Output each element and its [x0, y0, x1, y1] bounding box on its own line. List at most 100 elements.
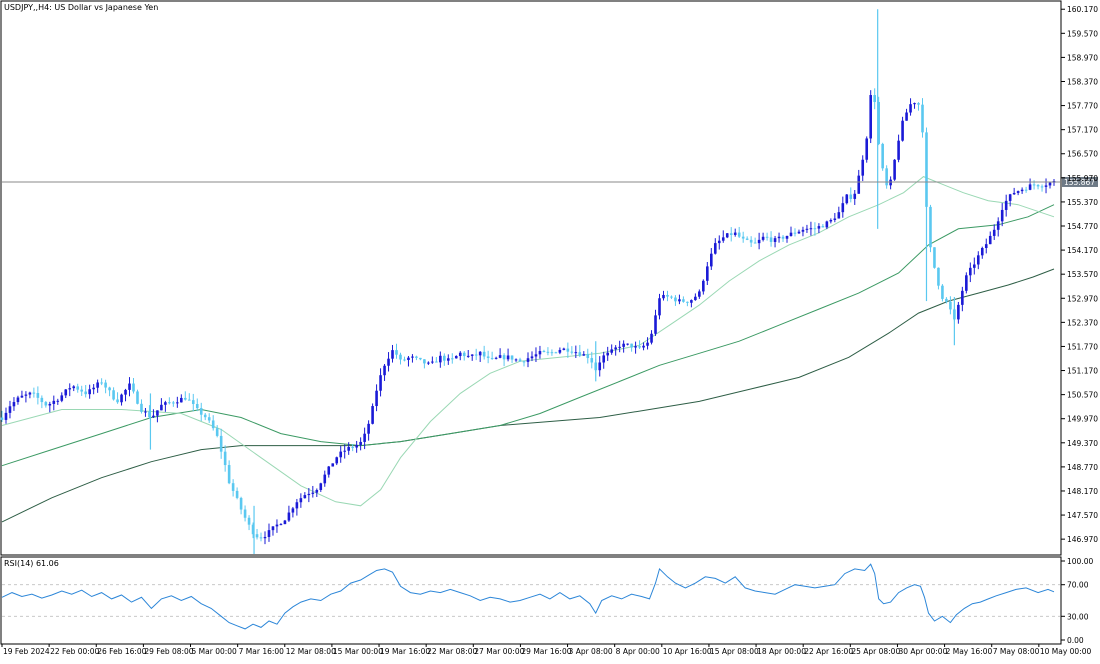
candle-body: [961, 290, 964, 305]
candle-body: [817, 226, 821, 229]
candle-body: [550, 352, 554, 354]
candle-body: [733, 232, 737, 235]
candle-body: [650, 333, 653, 343]
candle-body: [729, 233, 733, 235]
candle-body: [542, 351, 546, 353]
candle-body: [419, 357, 422, 360]
y-tick-label: 156.570: [1067, 150, 1098, 159]
x-tick-label: 7 Mar 16:00: [239, 647, 285, 656]
candle-body: [203, 414, 207, 418]
candle-body: [526, 358, 530, 362]
candle-body: [359, 441, 362, 446]
candle-body: [24, 394, 28, 396]
y-tick-label: 152.970: [1067, 294, 1098, 303]
candle-body: [454, 356, 458, 359]
candle-body: [893, 159, 896, 180]
candle-body: [315, 489, 319, 493]
candle-body: [630, 343, 633, 348]
candle-body: [474, 354, 478, 356]
rsi-tick-label: 30.00: [1067, 612, 1089, 621]
candle-body: [638, 346, 641, 348]
candle-body: [176, 402, 179, 404]
y-tick-label: 154.770: [1067, 222, 1098, 231]
candle-body: [566, 348, 570, 352]
candle-body: [682, 299, 685, 302]
y-tick-label: 153.570: [1067, 270, 1098, 279]
candle-body: [702, 280, 705, 292]
candle-body: [698, 291, 701, 297]
candle-body: [745, 238, 749, 240]
candle-body: [992, 229, 996, 236]
candle-body: [407, 357, 410, 361]
y-tick-label: 146.970: [1067, 535, 1098, 544]
rsi-series: 100.00 70.00 30.00 0.00: [1, 557, 1093, 645]
price-axis: 160.170 159.570 158.970 158.370 157.770 157.1…: [1061, 5, 1098, 544]
candle-body: [172, 402, 175, 404]
candle-body: [622, 343, 625, 347]
candle-body: [717, 240, 721, 244]
candle-body: [976, 255, 980, 265]
candle-body: [120, 394, 123, 403]
candle-body: [945, 298, 948, 302]
rsi-tick-label: 0.00: [1067, 636, 1084, 645]
candle-body: [921, 104, 924, 133]
candle-body: [28, 392, 32, 395]
x-tick-label: 29 Mar 16:00: [521, 647, 571, 656]
candle-body: [562, 348, 566, 350]
y-tick-label: 155.970: [1067, 174, 1098, 183]
candle-body: [439, 355, 442, 363]
candle-body: [570, 351, 574, 353]
candle-body: [1020, 189, 1024, 192]
candle-body: [251, 524, 255, 535]
x-tick-label: 19 Mar 16:00: [380, 647, 430, 656]
candles: [0, 9, 1056, 554]
candle-body: [610, 349, 613, 353]
candle-body: [482, 351, 486, 357]
candle-body: [506, 355, 510, 360]
y-tick-label: 149.970: [1067, 415, 1098, 424]
candle-body: [108, 387, 111, 391]
candle-body: [32, 392, 36, 394]
candle-body: [60, 395, 64, 401]
candle-body: [8, 406, 12, 413]
candle-body: [450, 358, 454, 360]
candle-body: [267, 530, 271, 537]
candle-body: [522, 361, 526, 363]
candle-body: [965, 275, 968, 291]
candle-body: [148, 411, 151, 418]
candle-body: [678, 299, 681, 302]
candle-body: [833, 218, 837, 220]
ma-slow-line: [1, 268, 1055, 523]
candle-body: [287, 512, 291, 521]
x-tick-label: 3 Apr 08:00: [569, 647, 613, 656]
candle-body: [897, 140, 900, 160]
candle-body: [40, 397, 44, 403]
candle-body: [606, 352, 609, 356]
candle-body: [749, 239, 753, 243]
candle-body: [235, 490, 239, 498]
candle-body: [152, 415, 155, 418]
candle-body: [4, 412, 8, 420]
candle-body: [789, 232, 793, 236]
candle-body: [558, 349, 562, 353]
y-tick-label: 148.770: [1067, 463, 1098, 472]
candle-body: [243, 509, 247, 518]
rsi-tick-label: 100.00: [1067, 557, 1093, 566]
candle-body: [327, 466, 331, 475]
x-tick-label: 12 Mar 08:00: [286, 647, 336, 656]
candle-body: [72, 386, 76, 389]
candle-body: [889, 179, 892, 186]
candle-body: [741, 236, 745, 239]
candle-body: [259, 537, 263, 539]
y-tick-label: 151.770: [1067, 342, 1098, 351]
candle-body: [391, 350, 394, 359]
candle-body: [92, 387, 95, 390]
candle-body: [447, 358, 450, 361]
candle-body: [925, 132, 928, 207]
candle-body: [670, 296, 673, 298]
candle-body: [486, 356, 490, 358]
candle-body: [933, 247, 936, 268]
candle-body: [662, 294, 665, 299]
candle-body: [666, 294, 669, 297]
